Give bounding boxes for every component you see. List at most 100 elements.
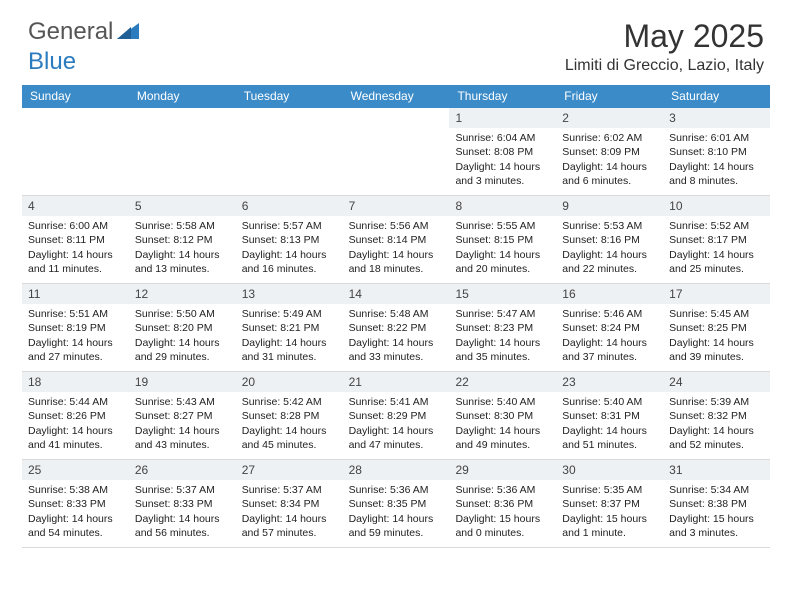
day-cell: 15Sunrise: 5:47 AMSunset: 8:23 PMDayligh… — [449, 284, 556, 372]
day-cell: 24Sunrise: 5:39 AMSunset: 8:32 PMDayligh… — [663, 372, 770, 460]
logo-text-blue: Blue — [28, 48, 76, 75]
day-number: 25 — [22, 460, 129, 480]
day2-line: and 29 minutes. — [135, 350, 230, 364]
day-cell: 16Sunrise: 5:46 AMSunset: 8:24 PMDayligh… — [556, 284, 663, 372]
day2-line: and 43 minutes. — [135, 438, 230, 452]
day-number: 9 — [556, 196, 663, 216]
weeks-container: 1Sunrise: 6:04 AMSunset: 8:08 PMDaylight… — [22, 108, 770, 548]
sunrise-line: Sunrise: 5:40 AM — [455, 395, 550, 409]
sunrise-line: Sunrise: 5:48 AM — [349, 307, 444, 321]
day-cell: 29Sunrise: 5:36 AMSunset: 8:36 PMDayligh… — [449, 460, 556, 548]
day-number: 16 — [556, 284, 663, 304]
day-number: 8 — [449, 196, 556, 216]
day-cell: 14Sunrise: 5:48 AMSunset: 8:22 PMDayligh… — [343, 284, 450, 372]
sunrise-line: Sunrise: 5:45 AM — [669, 307, 764, 321]
week-row: 11Sunrise: 5:51 AMSunset: 8:19 PMDayligh… — [22, 284, 770, 372]
day-cell: 17Sunrise: 5:45 AMSunset: 8:25 PMDayligh… — [663, 284, 770, 372]
day-cell: 28Sunrise: 5:36 AMSunset: 8:35 PMDayligh… — [343, 460, 450, 548]
day-number: 2 — [556, 108, 663, 128]
day1-line: Daylight: 14 hours — [135, 424, 230, 438]
day1-line: Daylight: 14 hours — [349, 424, 444, 438]
sunset-line: Sunset: 8:09 PM — [562, 145, 657, 159]
day-number: 31 — [663, 460, 770, 480]
sunset-line: Sunset: 8:08 PM — [455, 145, 550, 159]
sunset-line: Sunset: 8:33 PM — [28, 497, 123, 511]
sunrise-line: Sunrise: 5:36 AM — [455, 483, 550, 497]
day-cell: 23Sunrise: 5:40 AMSunset: 8:31 PMDayligh… — [556, 372, 663, 460]
day2-line: and 31 minutes. — [242, 350, 337, 364]
sunrise-line: Sunrise: 5:46 AM — [562, 307, 657, 321]
day-cell: 11Sunrise: 5:51 AMSunset: 8:19 PMDayligh… — [22, 284, 129, 372]
weekday-header: Wednesday — [343, 85, 450, 108]
weekday-header: Thursday — [449, 85, 556, 108]
day1-line: Daylight: 14 hours — [349, 336, 444, 350]
day2-line: and 52 minutes. — [669, 438, 764, 452]
sunset-line: Sunset: 8:12 PM — [135, 233, 230, 247]
sunrise-line: Sunrise: 5:52 AM — [669, 219, 764, 233]
sunset-line: Sunset: 8:10 PM — [669, 145, 764, 159]
day2-line: and 59 minutes. — [349, 526, 444, 540]
day2-line: and 1 minute. — [562, 526, 657, 540]
day1-line: Daylight: 14 hours — [669, 248, 764, 262]
sunset-line: Sunset: 8:21 PM — [242, 321, 337, 335]
day1-line: Daylight: 14 hours — [242, 512, 337, 526]
day-number: 4 — [22, 196, 129, 216]
sunset-line: Sunset: 8:36 PM — [455, 497, 550, 511]
day-cell: 5Sunrise: 5:58 AMSunset: 8:12 PMDaylight… — [129, 196, 236, 284]
day1-line: Daylight: 14 hours — [28, 336, 123, 350]
day2-line: and 8 minutes. — [669, 174, 764, 188]
day2-line: and 54 minutes. — [28, 526, 123, 540]
day1-line: Daylight: 14 hours — [135, 248, 230, 262]
day1-line: Daylight: 15 hours — [562, 512, 657, 526]
sunrise-line: Sunrise: 5:51 AM — [28, 307, 123, 321]
day-cell: 9Sunrise: 5:53 AMSunset: 8:16 PMDaylight… — [556, 196, 663, 284]
sunset-line: Sunset: 8:28 PM — [242, 409, 337, 423]
sunset-line: Sunset: 8:30 PM — [455, 409, 550, 423]
day1-line: Daylight: 15 hours — [669, 512, 764, 526]
day-number: 17 — [663, 284, 770, 304]
day-number: 26 — [129, 460, 236, 480]
day-cell: 13Sunrise: 5:49 AMSunset: 8:21 PMDayligh… — [236, 284, 343, 372]
sunset-line: Sunset: 8:29 PM — [349, 409, 444, 423]
logo-blue-wrap: Blue — [28, 48, 76, 76]
day2-line: and 25 minutes. — [669, 262, 764, 276]
week-row: 4Sunrise: 6:00 AMSunset: 8:11 PMDaylight… — [22, 196, 770, 284]
sunset-line: Sunset: 8:37 PM — [562, 497, 657, 511]
day2-line: and 49 minutes. — [455, 438, 550, 452]
day1-line: Daylight: 14 hours — [669, 336, 764, 350]
day1-line: Daylight: 14 hours — [242, 424, 337, 438]
month-title: May 2025 — [565, 18, 764, 55]
day-number: 11 — [22, 284, 129, 304]
sunset-line: Sunset: 8:15 PM — [455, 233, 550, 247]
day-number: 28 — [343, 460, 450, 480]
day-cell: 31Sunrise: 5:34 AMSunset: 8:38 PMDayligh… — [663, 460, 770, 548]
day-cell: 7Sunrise: 5:56 AMSunset: 8:14 PMDaylight… — [343, 196, 450, 284]
day1-line: Daylight: 14 hours — [455, 424, 550, 438]
day-number: 7 — [343, 196, 450, 216]
calendar: Sunday Monday Tuesday Wednesday Thursday… — [22, 85, 770, 548]
day2-line: and 16 minutes. — [242, 262, 337, 276]
sunset-line: Sunset: 8:32 PM — [669, 409, 764, 423]
day1-line: Daylight: 15 hours — [455, 512, 550, 526]
day-cell: 19Sunrise: 5:43 AMSunset: 8:27 PMDayligh… — [129, 372, 236, 460]
day-number: 21 — [343, 372, 450, 392]
day-cell: 3Sunrise: 6:01 AMSunset: 8:10 PMDaylight… — [663, 108, 770, 196]
sunset-line: Sunset: 8:16 PM — [562, 233, 657, 247]
day-cell: 26Sunrise: 5:37 AMSunset: 8:33 PMDayligh… — [129, 460, 236, 548]
sunrise-line: Sunrise: 5:39 AM — [669, 395, 764, 409]
day-number: 19 — [129, 372, 236, 392]
sunset-line: Sunset: 8:24 PM — [562, 321, 657, 335]
day2-line: and 22 minutes. — [562, 262, 657, 276]
sunset-line: Sunset: 8:22 PM — [349, 321, 444, 335]
day1-line: Daylight: 14 hours — [455, 336, 550, 350]
day2-line: and 39 minutes. — [669, 350, 764, 364]
day2-line: and 18 minutes. — [349, 262, 444, 276]
day2-line: and 51 minutes. — [562, 438, 657, 452]
header: General May 2025 Limiti di Greccio, Lazi… — [0, 0, 792, 79]
weekday-header: Tuesday — [236, 85, 343, 108]
sunrise-line: Sunrise: 5:50 AM — [135, 307, 230, 321]
day-cell — [22, 108, 129, 196]
sunrise-line: Sunrise: 5:53 AM — [562, 219, 657, 233]
day1-line: Daylight: 14 hours — [455, 160, 550, 174]
sunrise-line: Sunrise: 5:40 AM — [562, 395, 657, 409]
